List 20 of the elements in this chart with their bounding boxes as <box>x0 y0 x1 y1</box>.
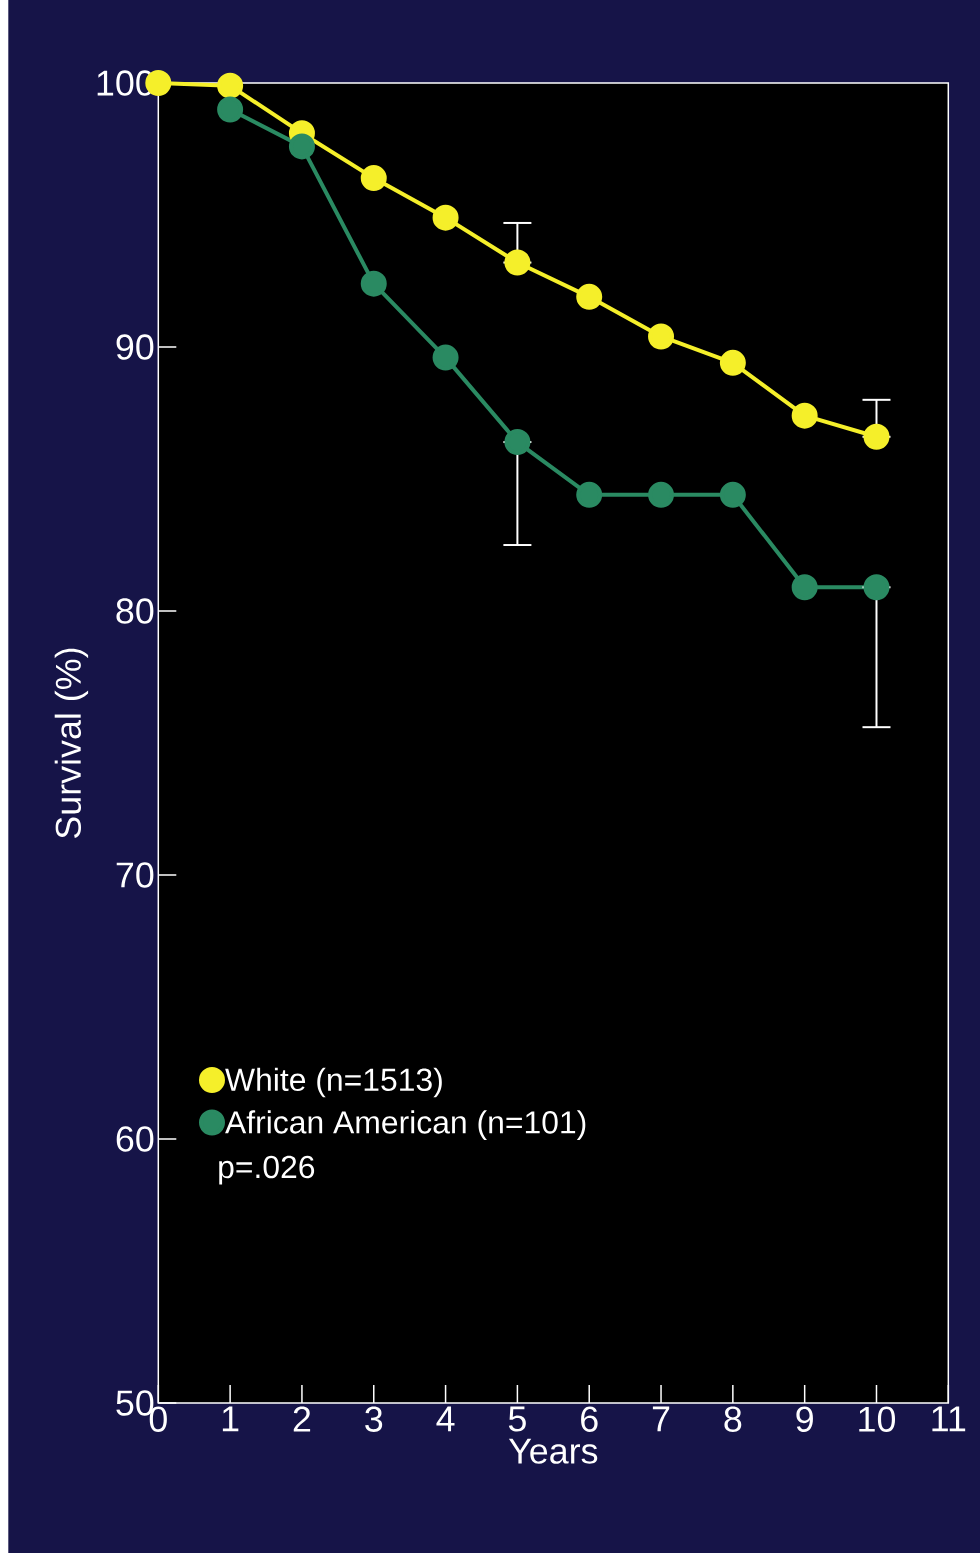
x-tick-label: 11 <box>932 1406 966 1432</box>
x-axis-title: Years <box>508 1438 598 1464</box>
y-tick-label: 80 <box>116 598 154 624</box>
x-tick-label: 6 <box>580 1406 598 1432</box>
y-tick-label: 90 <box>116 334 154 360</box>
y-tick-label: 60 <box>116 1126 154 1152</box>
x-tick-label: 10 <box>859 1406 895 1432</box>
x-tick-label: 4 <box>436 1406 455 1432</box>
y-tick-label: 70 <box>116 862 154 888</box>
legend-label: White (n=1513) <box>224 1067 442 1098</box>
x-tick-label: 5 <box>508 1406 526 1432</box>
y-axis-title: Survival (%) <box>54 648 88 839</box>
x-tick-label: 8 <box>724 1406 742 1432</box>
x-tick-label: 3 <box>365 1406 383 1432</box>
x-tick-label: 1 <box>222 1406 239 1432</box>
annotation: p=.026 <box>219 1155 314 1185</box>
x-tick-label: 2 <box>293 1406 310 1432</box>
legend-label: African American (n=101) <box>224 1110 586 1140</box>
x-tick-label: 9 <box>796 1406 813 1432</box>
x-tick-label: 7 <box>652 1406 670 1432</box>
